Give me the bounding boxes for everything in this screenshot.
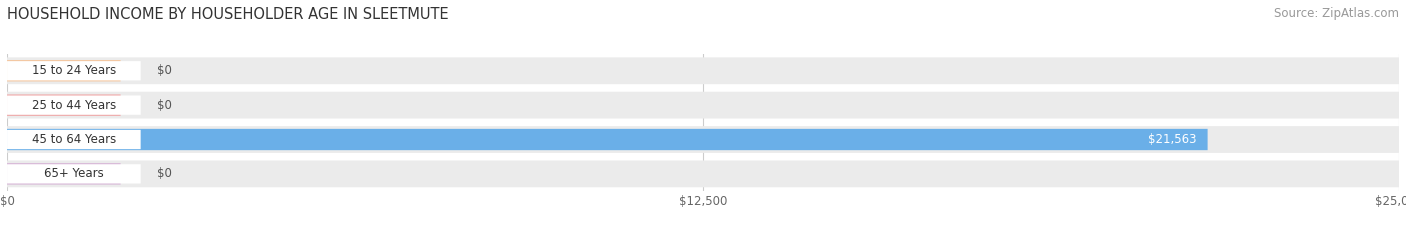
Text: Source: ZipAtlas.com: Source: ZipAtlas.com [1274,7,1399,20]
FancyBboxPatch shape [7,163,121,185]
FancyBboxPatch shape [7,126,1399,153]
FancyBboxPatch shape [7,130,141,149]
Text: 25 to 44 Years: 25 to 44 Years [32,99,115,112]
FancyBboxPatch shape [7,129,1208,150]
Text: 15 to 24 Years: 15 to 24 Years [32,64,115,77]
FancyBboxPatch shape [7,95,121,116]
Text: $0: $0 [157,167,172,180]
FancyBboxPatch shape [7,60,121,81]
FancyBboxPatch shape [7,57,1399,84]
Text: $21,563: $21,563 [1147,133,1197,146]
Text: 65+ Years: 65+ Years [44,167,104,180]
FancyBboxPatch shape [7,61,141,80]
FancyBboxPatch shape [7,164,141,184]
Text: 45 to 64 Years: 45 to 64 Years [32,133,115,146]
Text: HOUSEHOLD INCOME BY HOUSEHOLDER AGE IN SLEETMUTE: HOUSEHOLD INCOME BY HOUSEHOLDER AGE IN S… [7,7,449,22]
FancyBboxPatch shape [7,96,141,115]
Text: $0: $0 [157,64,172,77]
FancyBboxPatch shape [7,161,1399,187]
FancyBboxPatch shape [7,92,1399,119]
Text: $0: $0 [157,99,172,112]
